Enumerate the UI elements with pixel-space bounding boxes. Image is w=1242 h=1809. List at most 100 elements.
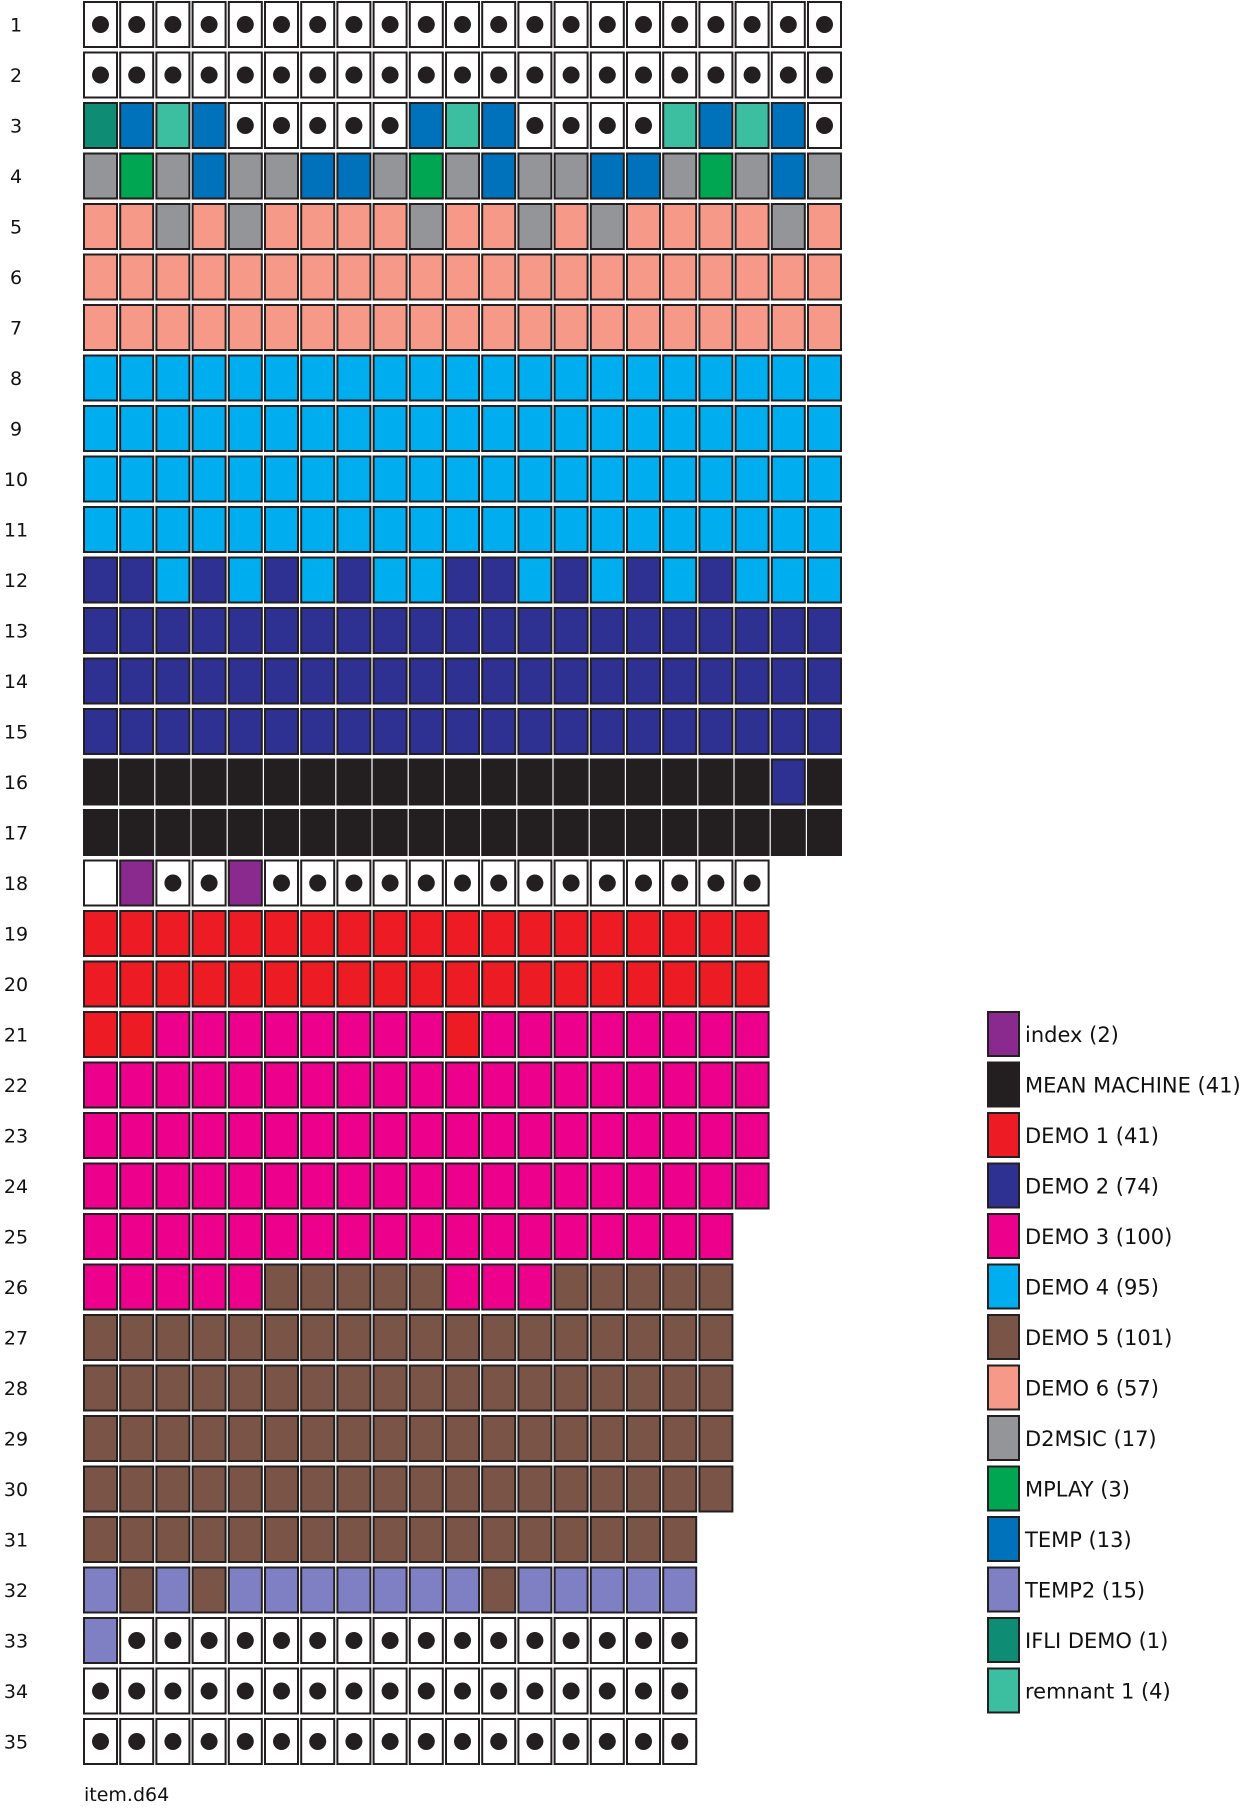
legend-label: TEMP2 (15) [1024, 1579, 1145, 1603]
used-sector-dot [454, 1733, 471, 1750]
sector-cell [119, 253, 155, 301]
used-sector-dot [273, 1733, 290, 1750]
sector-cell [336, 1, 372, 48]
track-label: 2 [10, 65, 22, 87]
sector-cell [119, 1465, 155, 1513]
used-sector-dot [309, 117, 327, 134]
sector-cell [83, 708, 118, 755]
used-sector-dot [598, 117, 616, 134]
sector-cell [155, 1415, 191, 1462]
sector-cell [227, 1415, 263, 1462]
sector-cell [83, 506, 118, 553]
sector-cell [626, 607, 661, 654]
sector-cell [372, 1162, 408, 1210]
used-sector-dot [526, 874, 544, 892]
used-sector-dot [598, 16, 616, 33]
sector-cell [83, 1213, 118, 1260]
used-sector-dot [236, 1733, 254, 1750]
sector-cell [553, 455, 589, 503]
sector-cell [626, 758, 661, 806]
sector-cell [553, 506, 589, 553]
sector-cell [589, 455, 625, 503]
track-label: 34 [4, 1681, 28, 1703]
used-sector-dot [200, 66, 218, 84]
sector-cell [589, 1667, 625, 1715]
sector-cell [155, 809, 191, 856]
sector-cell [336, 1314, 372, 1361]
sector-cell [155, 556, 191, 604]
sector-cell [83, 51, 118, 99]
sector-cell [553, 253, 589, 301]
sector-cell [119, 657, 155, 705]
sector-cell [589, 708, 625, 755]
used-sector-dot [562, 1733, 580, 1750]
used-sector-dot [200, 874, 218, 892]
sector-cell [83, 1415, 118, 1462]
track-label: 14 [4, 671, 28, 693]
sector-cell [408, 1314, 444, 1361]
used-sector-dot [164, 1682, 182, 1700]
sector-cell [300, 203, 336, 250]
sector-cell [662, 102, 698, 149]
sector-cell [517, 758, 553, 806]
sector-cell [119, 809, 155, 856]
sector-cell [481, 506, 517, 553]
used-sector-dot [562, 66, 580, 84]
sector-cell [83, 405, 118, 452]
used-sector-dot [598, 1733, 616, 1750]
sector-cell [227, 253, 263, 301]
sector-cell [227, 1465, 263, 1513]
track-label: 35 [4, 1732, 28, 1754]
sector-cell [83, 1263, 118, 1311]
sector-cell [372, 354, 408, 402]
sector-cell [336, 556, 372, 604]
legend-label: MEAN MACHINE (41) [1025, 1074, 1241, 1098]
sector-cell [119, 708, 155, 755]
sector-cell [698, 556, 734, 604]
sector-cell [734, 910, 770, 957]
sector-cell [445, 556, 480, 604]
sector-cell [191, 455, 227, 503]
sector-cell [408, 1566, 444, 1614]
sector-cell [119, 1364, 155, 1412]
sector-cell [698, 405, 734, 452]
sector-cell [83, 809, 118, 856]
sector-cell [119, 1314, 155, 1361]
sector-cell [408, 455, 444, 503]
sector-cell [191, 253, 227, 301]
sector-cell [264, 708, 299, 755]
sector-cell [698, 51, 734, 99]
sector-cell [408, 708, 444, 755]
used-sector-dot [635, 117, 652, 134]
sector-cell [698, 304, 734, 351]
sector-cell [517, 1314, 553, 1361]
sector-cell [191, 910, 227, 957]
sector-cell [191, 51, 227, 99]
sector-cell [227, 859, 263, 907]
track-label: 29 [4, 1429, 28, 1451]
sector-cell [445, 1364, 480, 1412]
sector-cell [734, 556, 770, 604]
sector-cell [155, 910, 191, 957]
used-sector-dot [128, 66, 146, 84]
sector-cell [445, 1465, 480, 1513]
sector-cell [191, 1061, 227, 1109]
legend-label: DEMO 1 (41) [1025, 1124, 1159, 1148]
used-sector-dot [309, 16, 327, 33]
sector-cell [336, 708, 372, 755]
sector-cell [264, 354, 299, 402]
sector-cell [589, 354, 625, 402]
legend-label: DEMO 3 (100) [1025, 1225, 1172, 1249]
used-sector-dot [128, 1632, 146, 1649]
sector-cell [119, 506, 155, 553]
used-sector-dot [417, 1682, 435, 1700]
sector-cell [734, 657, 770, 705]
sector-cell [698, 1415, 734, 1462]
sector-cell [445, 1415, 480, 1462]
sector-cell [408, 657, 444, 705]
used-sector-dot [273, 1682, 290, 1700]
used-sector-dot [309, 874, 327, 892]
sector-cell [589, 1465, 625, 1513]
used-sector-dot [490, 1682, 508, 1700]
sector-cell [553, 758, 589, 806]
